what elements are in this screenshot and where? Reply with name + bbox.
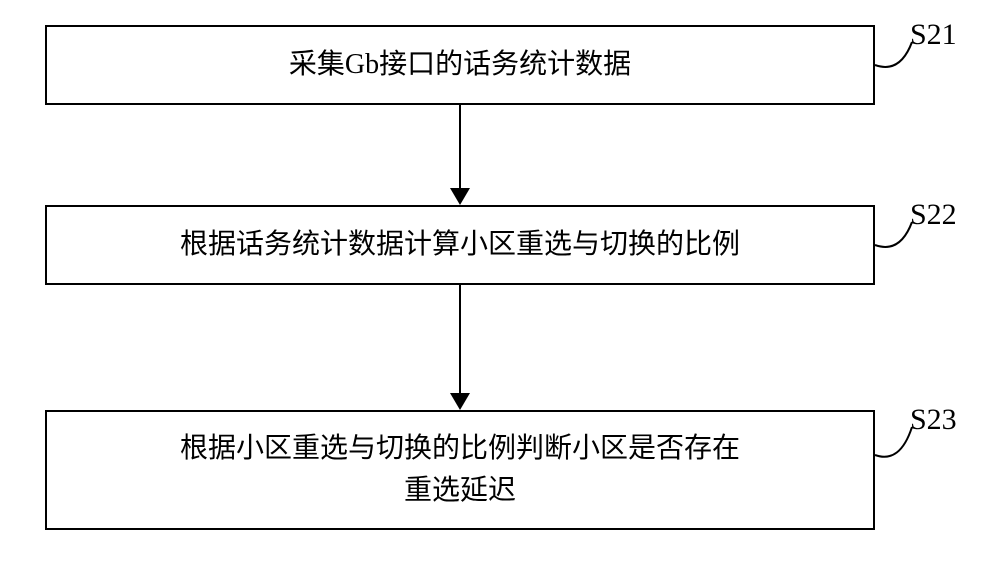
flow-node-3: 根据小区重选与切换的比例判断小区是否存在 重选延迟 <box>45 410 875 530</box>
flow-label-2: S22 <box>910 198 957 232</box>
flow-label-3: S23 <box>910 403 957 437</box>
flow-node-1-text: 采集Gb接口的话务统计数据 <box>289 44 631 86</box>
flow-node-2-text: 根据话务统计数据计算小区重选与切换的比例 <box>180 224 740 266</box>
flow-node-2: 根据话务统计数据计算小区重选与切换的比例 <box>45 205 875 285</box>
flow-node-1: 采集Gb接口的话务统计数据 <box>45 25 875 105</box>
flowchart-canvas: 采集Gb接口的话务统计数据 S21 根据话务统计数据计算小区重选与切换的比例 S… <box>0 0 1000 578</box>
flow-label-1: S21 <box>910 18 957 52</box>
flow-node-3-text: 根据小区重选与切换的比例判断小区是否存在 重选延迟 <box>180 428 740 512</box>
